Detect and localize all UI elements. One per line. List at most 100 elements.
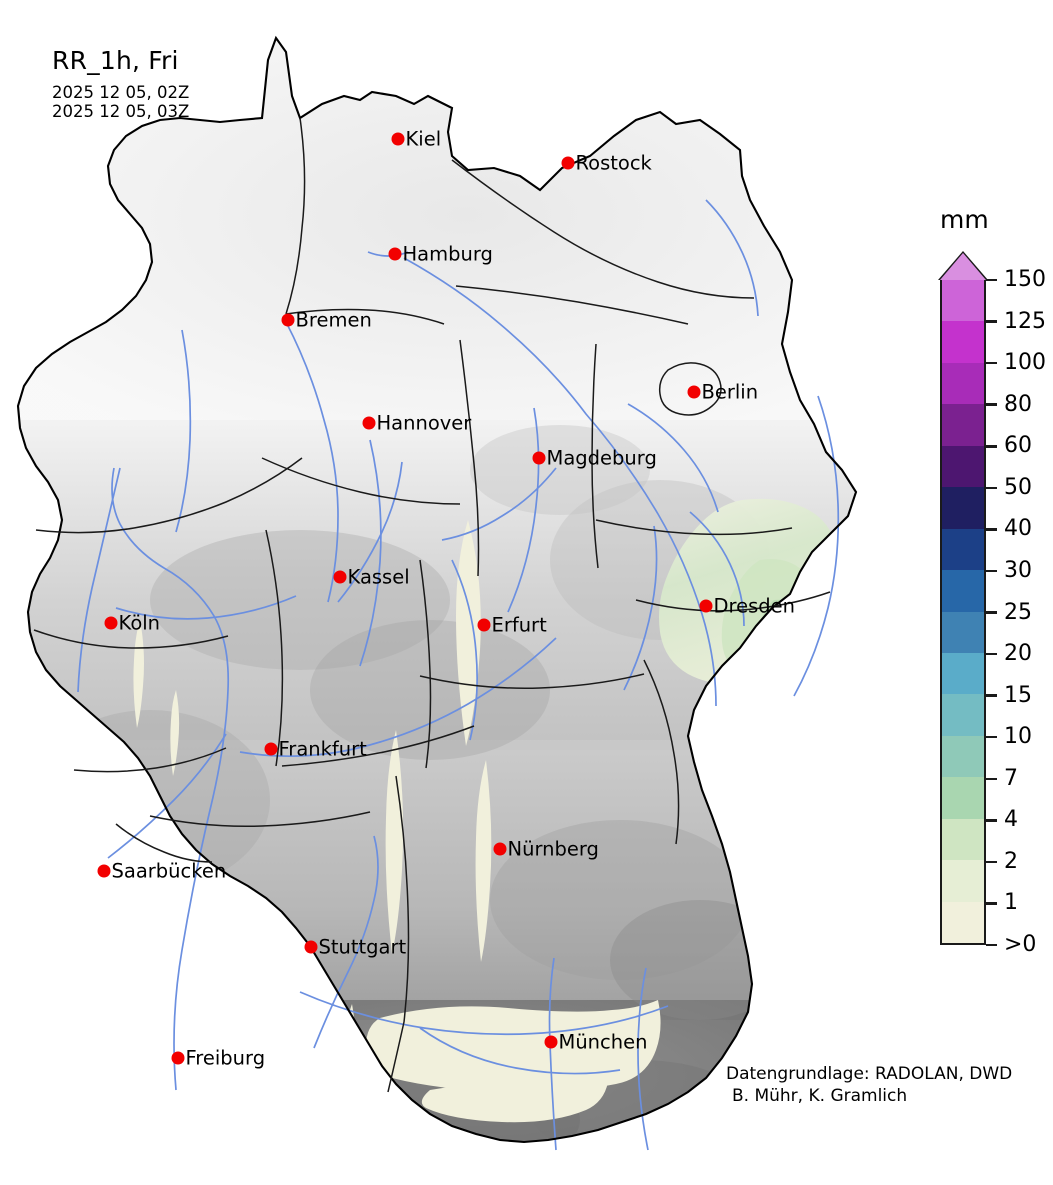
attribution-source: Datengrundlage: RADOLAN, DWD bbox=[726, 1064, 1013, 1084]
city-label: Freiburg bbox=[185, 1046, 266, 1070]
colorbar-tick: 30 bbox=[986, 557, 1032, 583]
colorbar-band bbox=[942, 404, 984, 446]
city-marker[interactable]: Rostock bbox=[561, 153, 652, 174]
city-dot-icon bbox=[264, 742, 278, 756]
city-dot-icon bbox=[304, 940, 318, 954]
colorbar-tick: 80 bbox=[986, 393, 1032, 416]
map-canvas bbox=[16, 35, 858, 1151]
city-label: Berlin bbox=[701, 380, 759, 404]
colorbar-band bbox=[942, 652, 984, 695]
colorbar-band bbox=[942, 570, 984, 612]
colorbar-tick-mark bbox=[986, 569, 997, 573]
colorbar-tick-mark bbox=[986, 403, 997, 406]
city-dot-icon bbox=[493, 842, 507, 856]
colorbar-tick-mark bbox=[986, 361, 997, 365]
title-block: RR_1h, Fri 2025 12 05, 02Z 2025 12 05, 0… bbox=[52, 46, 189, 122]
colorbar-tick-mark bbox=[986, 528, 997, 531]
city-label: Kiel bbox=[405, 127, 442, 151]
city-label: Saarbücken bbox=[111, 859, 227, 883]
colorbar-band bbox=[942, 280, 984, 322]
city-marker[interactable]: Nürnberg bbox=[493, 839, 599, 860]
city-marker[interactable]: Kiel bbox=[391, 127, 442, 151]
colorbar-band bbox=[942, 528, 984, 571]
colorbar-tick-mark bbox=[986, 320, 997, 323]
colorbar-tick-label: 125 bbox=[1004, 308, 1046, 334]
colorbar-tick: 150 bbox=[986, 269, 1046, 291]
colorbar-tick: 25 bbox=[986, 599, 1032, 625]
city-label: Magdeburg bbox=[546, 446, 657, 470]
colorbar-tick-label: >0 bbox=[1004, 932, 1037, 957]
colorbar-tick-mark bbox=[986, 278, 997, 282]
colorbar-tick-label: 100 bbox=[1004, 350, 1046, 376]
colorbar-tick: 50 bbox=[986, 474, 1032, 500]
colorbar-tick: 125 bbox=[986, 308, 1046, 334]
city-marker[interactable]: Saarbücken bbox=[97, 859, 227, 883]
city-dot-icon bbox=[532, 451, 546, 465]
colorbar-tick-label: 7 bbox=[1004, 765, 1018, 791]
precipitation-map: Kiel Rostock Hamburg Bremen Berlin Hanno… bbox=[16, 35, 858, 1151]
city-dot-icon bbox=[477, 618, 491, 632]
city-marker[interactable]: Dresden bbox=[699, 594, 796, 618]
page-title: RR_1h, Fri bbox=[52, 46, 179, 75]
state-borders-layer bbox=[33, 117, 831, 1093]
rivers-layer bbox=[77, 199, 840, 1151]
colorbar-band bbox=[942, 901, 984, 943]
colorbar-tick-label: 150 bbox=[1004, 267, 1046, 292]
colorbar-band bbox=[942, 860, 984, 902]
colorbar-ticks: 150 125 100 80 60 50 40 30 25 20 15 10 7 4 2 1 >0 bbox=[986, 269, 1052, 956]
city-dot-icon bbox=[391, 132, 405, 146]
colorbar-band bbox=[942, 818, 984, 861]
city-dot-icon bbox=[699, 599, 713, 613]
city-dot-icon bbox=[544, 1035, 558, 1049]
colorbar-tick-mark bbox=[986, 902, 997, 905]
colorbar-tick-label: 30 bbox=[1004, 557, 1032, 583]
colorbar-tick-label: 4 bbox=[1004, 807, 1018, 833]
attribution-authors: B. Mühr, K. Gramlich bbox=[732, 1086, 908, 1107]
city-marker[interactable]: Hamburg bbox=[388, 244, 493, 265]
colorbar-band bbox=[942, 321, 984, 363]
city-marker[interactable]: Freiburg bbox=[171, 1046, 266, 1070]
city-marker[interactable]: Stuttgart bbox=[304, 935, 407, 959]
city-marker[interactable]: Hannover bbox=[362, 411, 472, 435]
colorbar-tick-label: 60 bbox=[1004, 433, 1032, 459]
colorbar-tick: 2 bbox=[986, 848, 1018, 874]
city-marker[interactable]: München bbox=[544, 1030, 648, 1054]
city-label: Stuttgart bbox=[318, 935, 407, 959]
colorbar-tick-mark bbox=[986, 694, 997, 697]
colorbar-tick-mark bbox=[986, 445, 997, 448]
city-label: Hannover bbox=[376, 411, 472, 435]
city-dot-icon bbox=[333, 570, 347, 584]
city-label: Frankfurt bbox=[278, 737, 367, 761]
city-marker[interactable]: Kassel bbox=[333, 567, 410, 588]
colorbar-tick: 20 bbox=[986, 643, 1032, 665]
city-label: Dresden bbox=[713, 594, 796, 618]
colorbar-tick-label: 25 bbox=[1004, 599, 1032, 625]
city-label: Erfurt bbox=[491, 613, 547, 637]
colorbar-tick-mark bbox=[986, 943, 997, 947]
colorbar-tick-label: 2 bbox=[1004, 848, 1018, 874]
city-dot-icon bbox=[171, 1051, 185, 1065]
city-marker[interactable]: Köln bbox=[104, 613, 160, 634]
city-marker[interactable]: Erfurt bbox=[477, 613, 547, 637]
city-marker[interactable]: Frankfurt bbox=[264, 737, 367, 761]
colorbar-tick-mark bbox=[986, 777, 997, 780]
colorbar-tick-label: 40 bbox=[1004, 516, 1032, 542]
city-label: München bbox=[558, 1030, 648, 1054]
colorbar-tick-label: 10 bbox=[1004, 724, 1032, 750]
city-dot-icon bbox=[362, 416, 376, 430]
colorbar-unit-label: mm bbox=[940, 205, 989, 234]
germany-national-border bbox=[16, 35, 858, 1144]
colorbar-tick-label: 50 bbox=[1004, 474, 1032, 500]
colorbar-band bbox=[942, 362, 984, 405]
colorbar-tick-mark bbox=[986, 735, 997, 739]
colorbar-tick: 100 bbox=[986, 352, 1046, 374]
colorbar-band bbox=[942, 611, 984, 653]
city-marker[interactable]: Bremen bbox=[281, 310, 372, 331]
colorbar-tick: 60 bbox=[986, 435, 1032, 457]
colorbar-tick-mark bbox=[986, 652, 997, 656]
city-marker[interactable]: Magdeburg bbox=[532, 446, 657, 470]
city-marker[interactable]: Berlin bbox=[687, 380, 759, 404]
city-dot-icon bbox=[388, 247, 402, 261]
city-dot-icon bbox=[281, 313, 295, 327]
city-dot-icon bbox=[97, 864, 111, 878]
